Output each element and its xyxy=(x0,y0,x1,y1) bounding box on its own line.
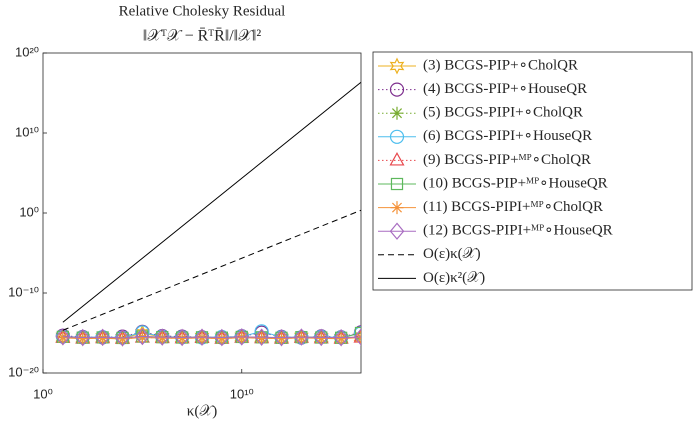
y-tick-label: 10¹⁰ xyxy=(15,124,39,139)
marker xyxy=(135,331,149,345)
legend-label: O(ε)κ(𝒳) xyxy=(423,246,481,262)
marker xyxy=(353,329,361,343)
legend-label: (10) BCGS-PIP+ᴹᴾ∘HouseQR xyxy=(423,175,608,191)
legend-label: (4) BCGS-PIP+∘HouseQR xyxy=(423,81,587,97)
marker xyxy=(235,331,249,345)
legend-label: (6) BCGS-PIPI+∘HouseQR xyxy=(423,128,592,144)
marker xyxy=(389,82,405,97)
marker xyxy=(353,326,361,341)
marker xyxy=(214,328,230,347)
marker xyxy=(154,328,170,346)
marker xyxy=(174,328,190,347)
marker xyxy=(333,328,349,347)
chart-title: Relative Cholesky Residual xyxy=(119,3,286,19)
x-tick-label: 10⁰ xyxy=(33,386,53,401)
plot-area xyxy=(42,52,362,374)
marker xyxy=(194,328,210,346)
legend-label: O(ε)κ²(𝒳) xyxy=(423,270,485,286)
legend-label: (12) BCGS-PIPI+ᴹᴾ∘HouseQR xyxy=(423,223,613,239)
marker xyxy=(274,328,289,347)
marker xyxy=(75,328,91,347)
legend-label: (9) BCGS-PIP+ᴹᴾ∘CholQR xyxy=(423,152,591,168)
series-line xyxy=(62,335,361,339)
legend-box xyxy=(372,51,693,291)
marker xyxy=(354,326,361,340)
series-line xyxy=(62,209,361,331)
marker xyxy=(175,331,189,345)
y-tick-label: 10⁰ xyxy=(19,204,39,219)
y-tick-label: 10²⁰ xyxy=(15,44,39,59)
chart-subtitle: ‖𝒳ᵀ𝒳 − R̄ᵀR̄‖/‖𝒳‖² xyxy=(143,28,262,45)
series-line xyxy=(62,81,361,323)
legend-label: (3) BCGS-PIP+∘CholQR xyxy=(423,57,578,73)
marker xyxy=(389,57,405,75)
series xyxy=(55,327,361,347)
plot-series xyxy=(55,81,361,347)
marker xyxy=(115,329,130,347)
y-tick-label: 10⁻²⁰ xyxy=(8,364,39,379)
series xyxy=(62,81,361,323)
marker xyxy=(55,328,71,346)
marker xyxy=(116,332,129,346)
marker xyxy=(313,328,329,347)
x-axis-label: κ(𝒳) xyxy=(187,403,217,419)
marker xyxy=(96,331,110,345)
marker xyxy=(135,327,150,346)
marker xyxy=(294,328,309,346)
marker xyxy=(275,332,288,346)
series xyxy=(62,209,361,331)
marker xyxy=(215,332,229,346)
marker xyxy=(334,332,348,346)
x-tick-label: 10¹⁰ xyxy=(230,386,254,401)
legend-label: (5) BCGS-PIPI+∘CholQR xyxy=(423,105,583,121)
series xyxy=(56,331,361,346)
marker xyxy=(95,328,110,347)
marker xyxy=(294,331,308,345)
marker xyxy=(390,177,404,191)
marker xyxy=(389,129,405,144)
marker xyxy=(56,331,70,345)
marker xyxy=(353,328,361,346)
marker xyxy=(255,331,269,345)
marker xyxy=(390,201,404,215)
marker xyxy=(389,152,405,166)
series-line xyxy=(62,337,361,340)
marker xyxy=(234,328,250,346)
marker xyxy=(390,106,404,120)
marker xyxy=(314,331,328,345)
marker xyxy=(254,328,269,346)
marker xyxy=(76,332,90,346)
legend-label: (11) BCGS-PIPI+ᴹᴾ∘CholQR xyxy=(423,199,603,215)
marker xyxy=(389,222,405,240)
y-tick-label: 10⁻¹⁰ xyxy=(8,284,39,299)
marker xyxy=(195,331,209,345)
marker xyxy=(155,331,169,345)
